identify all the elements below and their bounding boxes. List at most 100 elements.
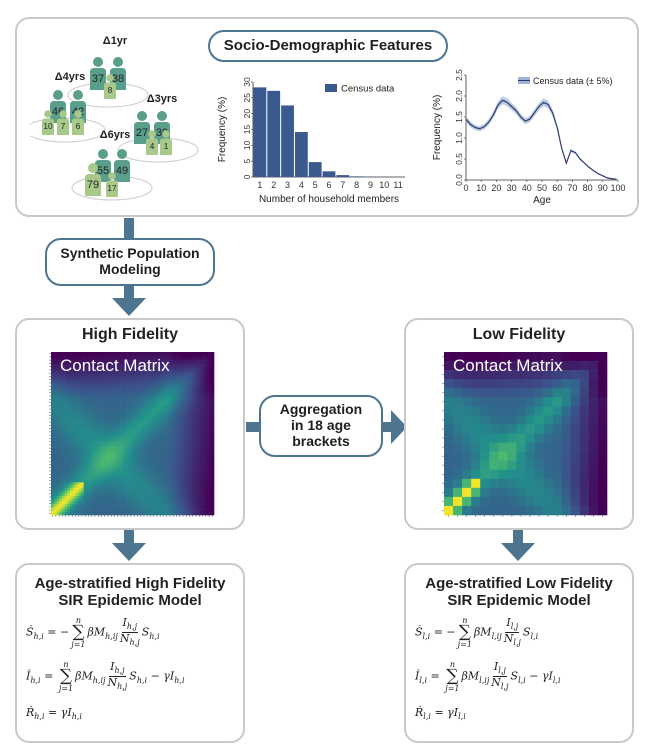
matrix-cell — [205, 384, 209, 388]
matrix-cell — [91, 403, 95, 407]
matrix-cell — [159, 417, 163, 421]
matrix-cell — [197, 490, 201, 494]
matrix-cell — [61, 444, 65, 448]
matrix-cell — [135, 428, 139, 432]
matrix-cell — [156, 495, 160, 499]
matrix-cell — [75, 422, 79, 426]
matrix-cell — [570, 388, 581, 398]
matrix-cell — [51, 512, 55, 516]
matrix-cell — [110, 460, 114, 464]
matrix-cell — [140, 498, 144, 502]
matrix-cell — [135, 476, 139, 480]
matrix-cell — [194, 495, 198, 499]
matrix-cell — [453, 478, 463, 489]
matrix-cell — [200, 487, 204, 491]
matrix-cell — [211, 425, 215, 429]
matrix-cell — [75, 352, 79, 356]
matrix-cell — [121, 368, 125, 372]
matrix-cell — [192, 482, 196, 486]
matrix-cell — [197, 354, 201, 358]
matrix-cell — [173, 466, 177, 470]
matrix-cell — [175, 506, 179, 510]
matrix-cell — [192, 438, 196, 442]
matrix-cell — [208, 438, 212, 442]
matrix-cell — [186, 406, 190, 410]
matrix-cell — [75, 430, 79, 434]
matrix-cell — [208, 468, 212, 472]
matrix-cell — [94, 390, 98, 394]
matrix-cell — [105, 371, 109, 375]
matrix-cell — [51, 452, 55, 456]
matrix-cell — [89, 485, 93, 489]
matrix-cell — [579, 424, 590, 434]
matrix-cell — [61, 357, 65, 361]
matrix-cell — [78, 466, 82, 470]
matrix-cell — [146, 460, 150, 464]
matrix-cell — [127, 482, 131, 486]
matrix-cell — [189, 463, 193, 467]
matrix-cell — [170, 422, 174, 426]
matrix-cell — [167, 376, 171, 380]
matrix-cell — [170, 417, 174, 421]
matrix-cell — [200, 360, 204, 364]
matrix-cell — [462, 397, 472, 407]
matrix-cell — [167, 409, 171, 413]
matrix-cell — [167, 457, 171, 461]
matrix-cell — [194, 352, 198, 356]
matrix-cell — [80, 471, 84, 475]
matrix-cell — [498, 433, 508, 443]
matrix-cell — [178, 368, 182, 372]
matrix-cell — [186, 468, 190, 472]
matrix-cell — [129, 495, 133, 499]
matrix-cell — [113, 495, 117, 499]
matrix-cell — [89, 498, 93, 502]
matrix-cell — [211, 501, 215, 505]
matrix-cell — [597, 424, 608, 434]
matrix-cell — [208, 365, 212, 369]
matrix-cell — [194, 449, 198, 453]
matrix-cell — [194, 414, 198, 418]
matrix-cell — [211, 414, 215, 418]
matrix-cell — [208, 452, 212, 456]
matrix-cell — [197, 373, 201, 377]
matrix-cell — [194, 504, 198, 508]
matrix-cell — [102, 419, 106, 423]
matrix-cell — [453, 460, 463, 471]
matrix-cell — [56, 368, 60, 372]
matrix-cell — [118, 476, 122, 480]
matrix-cell — [72, 449, 76, 453]
matrix-cell — [143, 430, 147, 434]
matrix-cell — [127, 501, 131, 505]
matrix-cell — [165, 430, 169, 434]
matrix-cell — [75, 365, 79, 369]
matrix-cell — [124, 490, 128, 494]
matrix-cell — [118, 352, 122, 356]
matrix-cell — [51, 425, 55, 429]
matrix-cell — [116, 409, 120, 413]
matrix-cell — [203, 417, 207, 421]
matrix-cell — [173, 392, 177, 396]
matrix-cell — [129, 409, 133, 413]
matrix-cell — [151, 414, 155, 418]
matrix-cell — [102, 487, 106, 491]
matrix-cell — [184, 449, 188, 453]
matrix-cell — [121, 414, 125, 418]
matrix-cell — [116, 438, 120, 442]
matrix-cell — [61, 460, 65, 464]
matrix-cell — [186, 395, 190, 399]
matrix-cell — [167, 490, 171, 494]
matrix-cell — [140, 365, 144, 369]
matrix-cell — [110, 365, 114, 369]
matrix-cell — [53, 474, 57, 478]
matrix-cell — [489, 469, 499, 480]
matrix-cell — [116, 512, 120, 516]
matrix-cell — [143, 501, 147, 505]
matrix-cell — [143, 384, 147, 388]
matrix-cell — [102, 409, 106, 413]
matrix-cell — [444, 460, 454, 471]
matrix-cell — [97, 474, 101, 478]
matrix-cell — [67, 479, 71, 483]
matrix-cell — [56, 474, 60, 478]
matrix-cell — [110, 495, 114, 499]
matrix-cell — [194, 411, 198, 415]
